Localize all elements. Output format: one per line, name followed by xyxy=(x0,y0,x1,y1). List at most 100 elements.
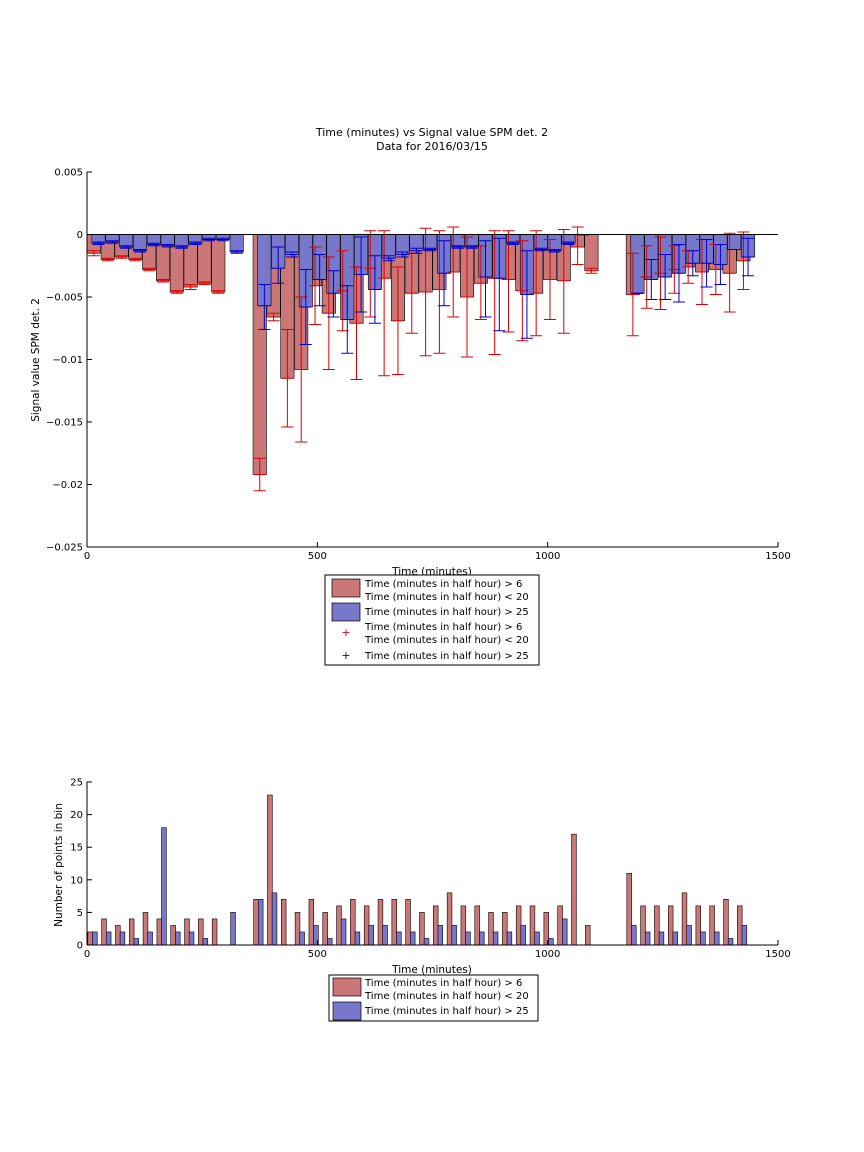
red-error-bar xyxy=(543,239,556,320)
blue-count-bar xyxy=(465,931,471,946)
blue-count-bar xyxy=(161,827,167,946)
red-error-bar xyxy=(115,255,128,259)
red-count-bar xyxy=(336,905,342,946)
blue-error-bar xyxy=(313,254,326,307)
y-tick-label: −0.01 xyxy=(52,355,83,366)
blue-count-bar xyxy=(506,931,513,946)
blue-error-bar xyxy=(424,247,437,252)
red-count-bar xyxy=(502,912,508,946)
y-tick-label: 0 xyxy=(77,941,83,952)
red-count-bar xyxy=(695,905,702,946)
red-error-bar xyxy=(212,290,225,294)
blue-error-bar xyxy=(106,240,119,244)
red-error-bar xyxy=(157,279,170,283)
blue-error-bar xyxy=(120,245,133,249)
blue-bar xyxy=(132,234,147,252)
blue-error-bar xyxy=(493,237,506,332)
blue-error-bar xyxy=(285,251,298,258)
legend-swatch-red-bar xyxy=(332,977,362,997)
blue-error-bar xyxy=(645,259,658,300)
red-count-bar xyxy=(585,925,591,946)
red-error-bar xyxy=(571,226,584,265)
blue-bar xyxy=(229,234,244,253)
blue-error-bar xyxy=(327,270,340,318)
legend-marker-red-plus: + xyxy=(341,626,350,639)
blue-count-bar xyxy=(188,931,195,946)
blue-count-bar xyxy=(423,938,430,946)
blue-error-bar xyxy=(714,244,727,285)
blue-count-bar xyxy=(147,931,153,946)
blue-count-bar xyxy=(257,899,264,946)
red-count-bar xyxy=(253,899,259,946)
top-axes: 0 500 1000 1500 0.005 0 −0.005 −0.01 −0.015 −0.02… xyxy=(46,168,791,563)
legend-swatch-red-bar xyxy=(331,578,361,598)
red-error-bar xyxy=(170,290,183,294)
blue-count-bar xyxy=(437,925,444,946)
red-count-bar xyxy=(267,794,273,946)
red-error-bar xyxy=(87,250,100,257)
x-tick-label: 1500 xyxy=(765,551,790,562)
red-count-bar xyxy=(474,905,480,946)
red-error-bar xyxy=(447,226,460,318)
legend-swatch-blue-bar xyxy=(331,602,361,622)
red-error-bar xyxy=(723,232,736,313)
red-count-bar xyxy=(87,931,93,946)
red-error-bar xyxy=(253,457,266,492)
blue-error-bar xyxy=(438,240,451,307)
x-tick-label: 1500 xyxy=(765,949,790,960)
red-error-bar xyxy=(309,246,322,325)
blue-error-bar xyxy=(133,249,146,253)
red-count-bar xyxy=(571,833,577,946)
top-y-axis-label: Signal value SPM det. 2 xyxy=(30,298,42,422)
red-error-bar xyxy=(322,256,335,370)
red-count-bar xyxy=(419,912,425,946)
top-chart: Time (minutes) vs Signal value SPM det. … xyxy=(30,126,791,666)
red-count-bar xyxy=(350,899,356,946)
blue-bar xyxy=(174,234,189,248)
red-error-bar xyxy=(378,230,391,377)
blue-error-bar xyxy=(147,242,160,247)
red-count-bar xyxy=(446,892,453,946)
red-count-bar xyxy=(667,905,674,946)
red-count-bar xyxy=(198,918,204,946)
y-tick-label: 25 xyxy=(70,778,83,789)
red-error-bar xyxy=(433,230,446,354)
legend-text-red-plus-line1: Time (minutes in half hour) > 6 xyxy=(364,622,522,633)
x-tick-label: 500 xyxy=(308,949,327,960)
bottom-x-axis-label: Time (minutes) xyxy=(391,964,472,976)
blue-count-bar xyxy=(548,938,554,946)
legend-text-red-bar-line1: Time (minutes in half hour) > 6 xyxy=(364,978,522,989)
red-count-bar xyxy=(128,918,135,946)
blue-error-bar xyxy=(230,250,243,254)
blue-error-bar xyxy=(479,240,492,318)
top-error-bars xyxy=(87,226,755,492)
red-count-bar xyxy=(405,899,411,946)
red-count-bar xyxy=(170,925,176,946)
red-count-bar xyxy=(142,912,149,946)
blue-error-bar xyxy=(465,245,478,249)
blue-count-bar xyxy=(672,931,678,946)
red-count-bar xyxy=(640,905,646,946)
blue-count-bar xyxy=(105,931,112,946)
red-count-bar xyxy=(626,872,632,946)
blue-error-bar xyxy=(382,255,395,262)
red-count-bar xyxy=(529,905,536,946)
blue-count-bar xyxy=(202,938,209,946)
x-tick-label: 0 xyxy=(84,551,90,562)
blue-count-bar xyxy=(271,892,278,946)
y-tick-label: −0.015 xyxy=(46,418,83,429)
red-count-bar xyxy=(737,905,743,946)
red-count-bar xyxy=(557,905,563,946)
blue-count-bar xyxy=(520,925,526,946)
bottom-axes: 0 500 1000 1500 25 20 15 10 5 0 xyxy=(70,778,790,961)
red-count-bar xyxy=(709,905,715,946)
legend-text-red-plus-line2: Time (minutes in half hour) < 20 xyxy=(364,635,529,646)
blue-error-bar xyxy=(562,241,575,245)
blue-error-bar xyxy=(161,244,174,248)
bottom-legend-box xyxy=(328,974,539,1022)
x-tick-label: 500 xyxy=(308,551,327,562)
legend-swatch-blue-bar xyxy=(332,1001,362,1021)
red-count-bar xyxy=(488,912,494,946)
blue-count-bar xyxy=(727,938,734,946)
